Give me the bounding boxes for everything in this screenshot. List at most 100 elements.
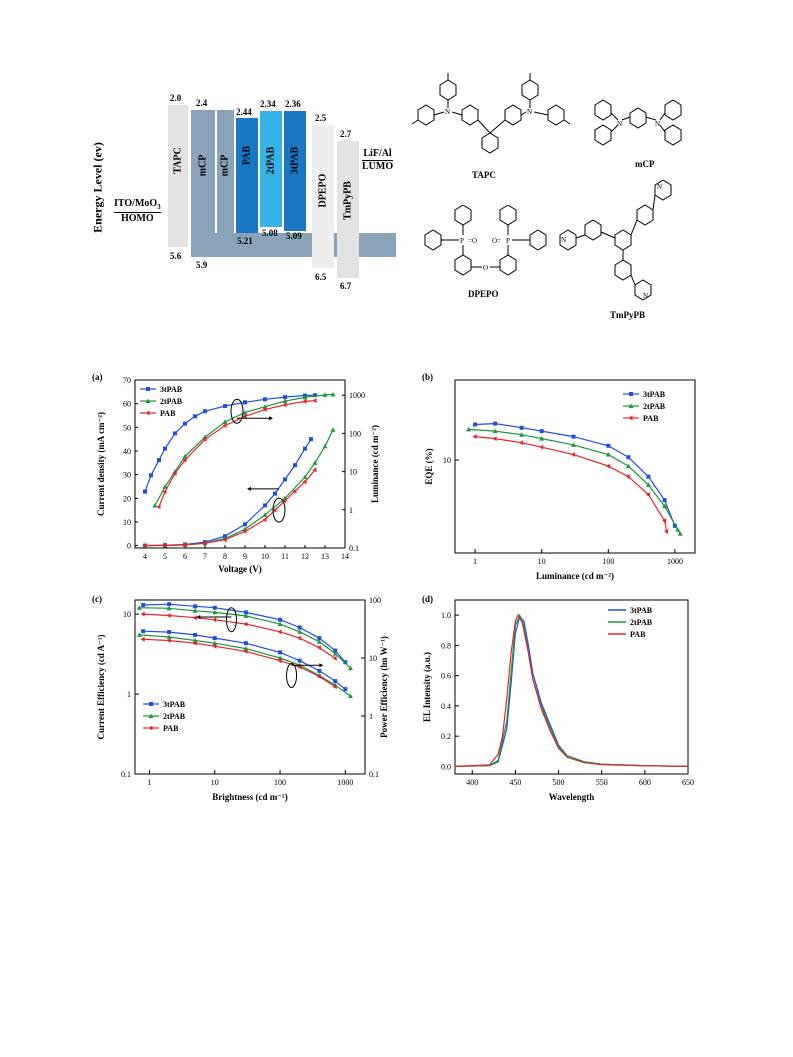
current-density-line-3tPAB (144, 438, 312, 547)
x-tick-label: 8 (223, 552, 227, 561)
luminance-point-3tPAB (143, 489, 147, 494)
power-efficiency-point-3tPAB (212, 636, 217, 641)
y2-tick-label: 100 (369, 596, 381, 605)
eqe-line-3tPAB (475, 422, 676, 527)
y2-tick-label: 10 (349, 468, 357, 477)
svg-text:N: N (617, 120, 622, 128)
x-axis-label: Wavelength (549, 792, 595, 802)
mcp-label: mCP (197, 154, 209, 177)
annotation-arrowhead-right (319, 663, 324, 668)
current-density-line-PAB (144, 469, 316, 547)
y-axis-label: EL Intensity (a.u.) (422, 652, 432, 722)
current-efficiency-point-PAB (297, 635, 302, 641)
current-density-point-PAB (292, 488, 297, 494)
tapc-lumo: 2.0 (170, 93, 182, 103)
x-tick-label: 550 (596, 778, 608, 787)
layer-mcp-base (191, 233, 396, 257)
current-efficiency-point-3tPAB (278, 617, 283, 622)
annotation-arrowhead-left (196, 614, 201, 619)
annotation-arrowhead-left (247, 486, 251, 491)
x-tick-label: 5 (163, 552, 167, 561)
y-tick-label: 60 (123, 400, 131, 409)
svg-text:N: N (643, 292, 648, 300)
chart-d: (d) 400 450 500 550 600 650 0.0 0.2 0.4 0.6 0.8 1.0 W… (422, 594, 694, 802)
luminance-point-3tPAB (173, 431, 177, 436)
y-tick-label: 0 (127, 542, 131, 551)
panel-label: (c) (92, 594, 102, 604)
annotation-arrowhead-right (269, 416, 273, 421)
current-efficiency-point-2tPAB (136, 605, 142, 610)
luminance-point-2tPAB (162, 484, 168, 489)
svg-text:=O: =O (468, 237, 477, 245)
x-tick-label: 4 (143, 552, 147, 561)
y-tick-label: 10 (443, 456, 451, 465)
y2-tick-label: 0.1 (349, 544, 359, 553)
luminance-line-2tPAB (154, 393, 334, 506)
legend-marker-2tPAB (628, 403, 634, 408)
luminance-point-3tPAB (149, 473, 153, 478)
legend-marker-PAB (148, 725, 153, 731)
layer-mcp (191, 110, 215, 257)
y-tick-label: 1.0 (441, 611, 451, 620)
current-density-point-PAB (142, 543, 147, 549)
luminance-point-PAB (262, 407, 267, 413)
x-tick-label: 11 (281, 552, 289, 561)
legend-label-PAB: PAB (163, 724, 179, 733)
y2-axis-label: Luminance (cd m⁻²) (370, 425, 380, 503)
tapc-label: TAPC (172, 147, 184, 174)
x-tick-label: 1000 (667, 557, 683, 566)
current-density-point-PAB (222, 537, 227, 543)
3tpab-lumo: 2.36 (285, 99, 301, 109)
power-efficiency-line-PAB (143, 638, 336, 688)
y-axis-label: Current Efficiency (cd A⁻¹) (96, 634, 106, 739)
luminance-point-3tPAB (243, 400, 247, 405)
eqe-point-3tPAB (493, 421, 498, 426)
current-efficiency-point-2tPAB (316, 639, 322, 644)
eqe-point-2tPAB (605, 452, 611, 457)
eqe-point-PAB (570, 452, 575, 458)
annotation-ellipse (272, 497, 286, 523)
current-efficiency-point-PAB (166, 612, 171, 618)
tmpypb-label: TmPyPB (610, 310, 645, 320)
current-efficiency-point-PAB (316, 645, 321, 651)
eqe-point-3tPAB (519, 425, 524, 430)
y-tick-label: 40 (123, 447, 131, 456)
y-tick-label: 1 (127, 690, 131, 699)
power-efficiency-point-PAB (243, 648, 248, 654)
current-efficiency-point-PAB (212, 617, 217, 623)
svg-text:N: N (657, 183, 662, 191)
x-axis-label: Voltage (V) (218, 564, 261, 574)
power-efficiency-point-PAB (166, 638, 171, 644)
legend-label-3tPAB: 3tPAB (643, 390, 666, 399)
tmpypb-lumo: 2.7 (340, 129, 352, 139)
legend-marker-PAB (628, 415, 633, 421)
eqe-point-2tPAB (519, 432, 525, 437)
current-efficiency-point-2tPAB (348, 665, 354, 671)
current-density-point-3tPAB (309, 437, 313, 442)
power-efficiency-line-3tPAB (143, 630, 346, 690)
y-axis-label: EQE (%) (424, 448, 434, 484)
current-efficiency-point-3tPAB (297, 625, 302, 630)
chart-c: (c) 1 10 100 1000 0.1 1 10 0.1 1 10 100 Brightness (… (92, 594, 389, 802)
current-efficiency-point-PAB (192, 615, 197, 621)
x-tick-label: 100 (602, 557, 614, 566)
chart-a: (a) 4 5 6 7 8 9 10 11 12 13 14 0 10 20 30 40 50 60 70 0.1 1 10… (92, 372, 380, 574)
el-spectrum-line-3tPAB (454, 615, 689, 767)
eqe-point-2tPAB (677, 531, 683, 536)
x-tick-label: 600 (639, 778, 651, 787)
power-efficiency-line-2tPAB (139, 634, 351, 697)
layer-tapc (168, 105, 188, 247)
eqe-line-PAB (475, 436, 668, 532)
left-electrode: ITO/MoO3 HOMO (114, 198, 161, 224)
luminance-point-PAB (312, 398, 317, 404)
luminance-point-2tPAB (152, 502, 158, 508)
legend-label-PAB: PAB (643, 414, 659, 423)
current-density-point-PAB (162, 542, 167, 548)
current-density-point-PAB (242, 528, 247, 534)
power-efficiency-point-2tPAB (136, 632, 142, 637)
current-density-point-2tPAB (322, 443, 328, 449)
luminance-point-2tPAB (282, 398, 288, 404)
y-tick-label: 20 (123, 494, 131, 503)
legend-label-2tPAB: 2tPAB (160, 397, 183, 406)
mcp-label: mCP (635, 159, 655, 169)
